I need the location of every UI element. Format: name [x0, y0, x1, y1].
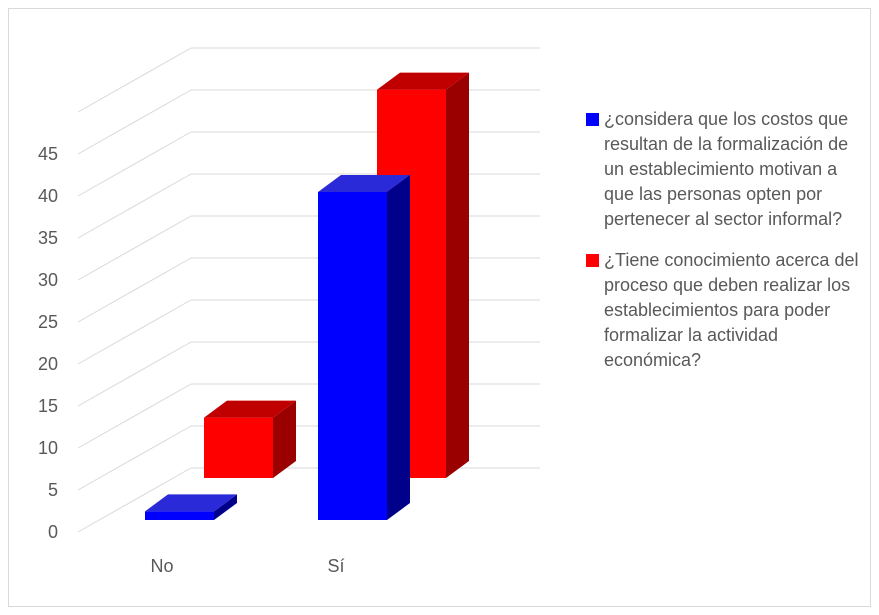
gridline [78, 468, 540, 532]
bar-blue-sí [318, 175, 410, 520]
legend-swatch-series-1 [586, 113, 599, 126]
legend-swatch-series-2 [586, 254, 599, 267]
y-tick-label: 45 [38, 144, 58, 164]
gridline [78, 342, 540, 406]
legend-item-series-1: ¿considera que los costos que resultan d… [586, 107, 871, 232]
y-tick-label: 25 [38, 312, 58, 332]
bar-red-no [204, 401, 296, 478]
bars [145, 73, 469, 520]
y-tick-label: 5 [48, 480, 58, 500]
gridline [78, 300, 540, 364]
gridline [78, 426, 540, 490]
x-category-label: No [150, 556, 173, 576]
y-tick-label: 35 [38, 228, 58, 248]
y-tick-label: 15 [38, 396, 58, 416]
gridline [78, 384, 540, 448]
legend-label-series-1: ¿considera que los costos que resultan d… [604, 109, 848, 229]
legend-item-series-2: ¿Tiene conocimiento acerca del proceso q… [586, 248, 871, 373]
legend: ¿considera que los costos que resultan d… [586, 107, 871, 389]
x-axis-categories: No Sí [150, 556, 344, 576]
y-tick-label: 0 [48, 522, 58, 542]
y-tick-label: 30 [38, 270, 58, 290]
x-category-label: Sí [327, 556, 344, 576]
y-tick-label: 20 [38, 354, 58, 374]
y-axis-ticks: 0 5 10 15 20 25 30 35 40 45 [38, 144, 58, 542]
y-tick-label: 40 [38, 186, 58, 206]
bar-blue-no [145, 494, 237, 520]
gridline [78, 132, 540, 196]
legend-label-series-2: ¿Tiene conocimiento acerca del proceso q… [604, 250, 858, 370]
gridline [78, 90, 540, 154]
gridline [78, 48, 540, 112]
gridline [78, 174, 540, 238]
gridline [78, 216, 540, 280]
gridline [78, 258, 540, 322]
y-tick-label: 10 [38, 438, 58, 458]
gridlines [78, 48, 540, 532]
